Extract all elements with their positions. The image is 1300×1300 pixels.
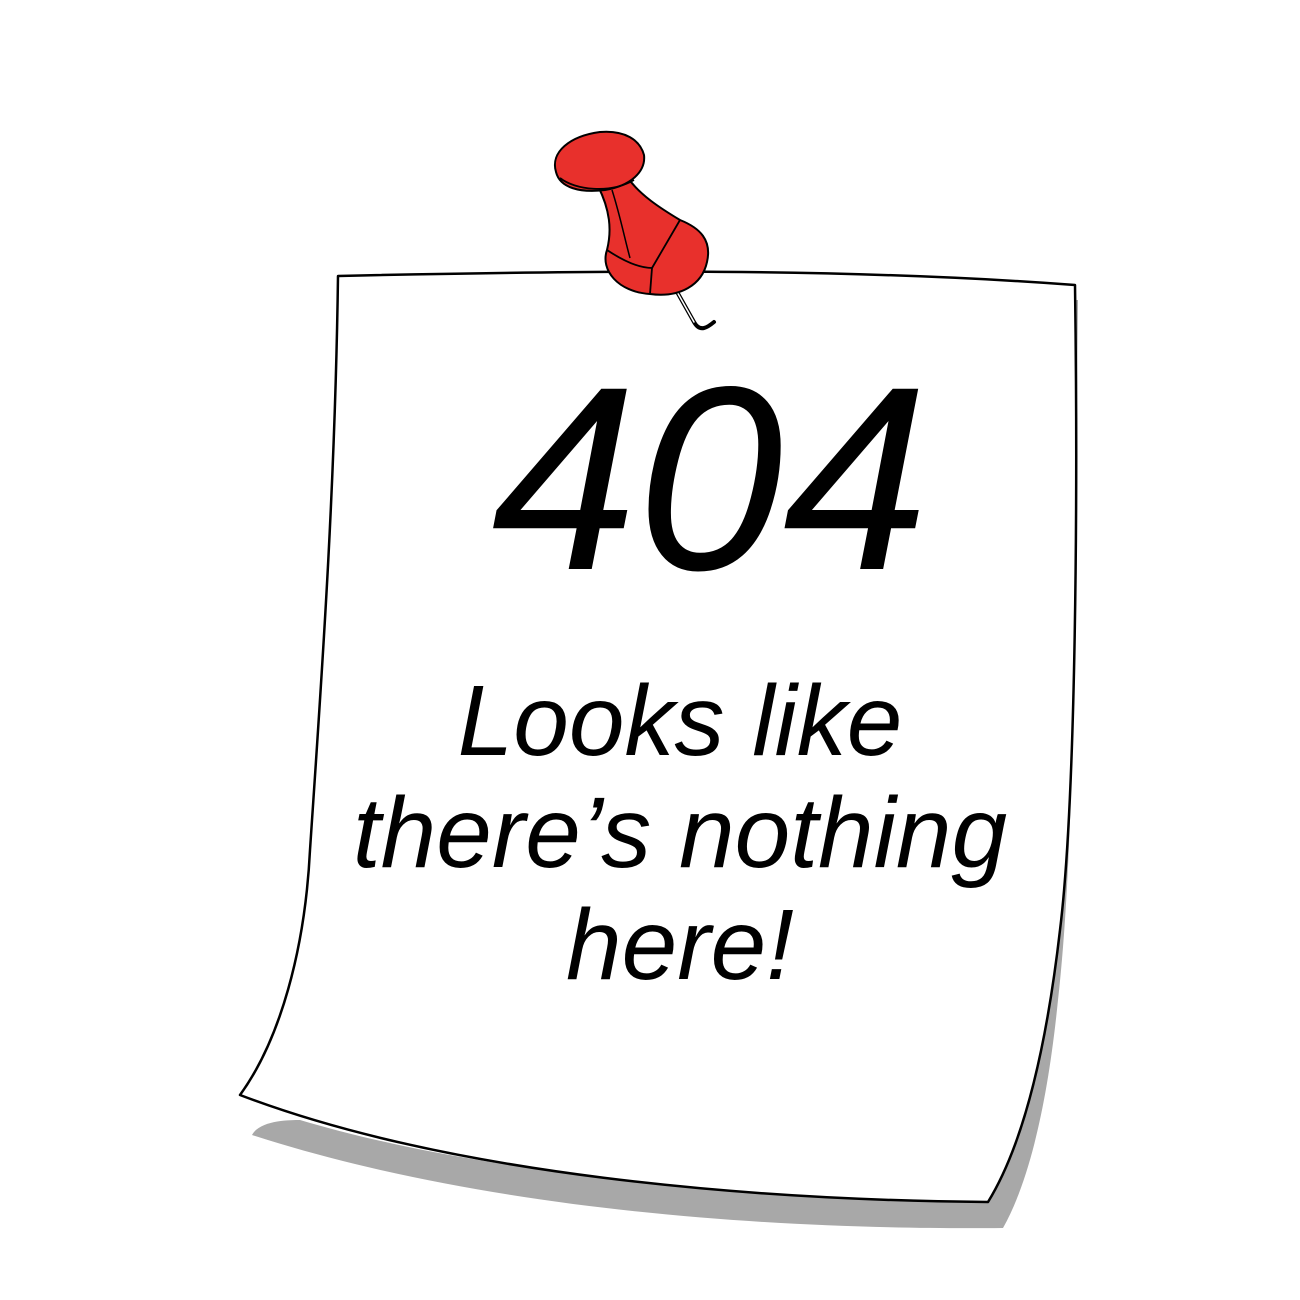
paper-shadow [252,300,1078,1229]
paper-note [238,270,1078,1204]
pushpin-icon [553,130,716,331]
